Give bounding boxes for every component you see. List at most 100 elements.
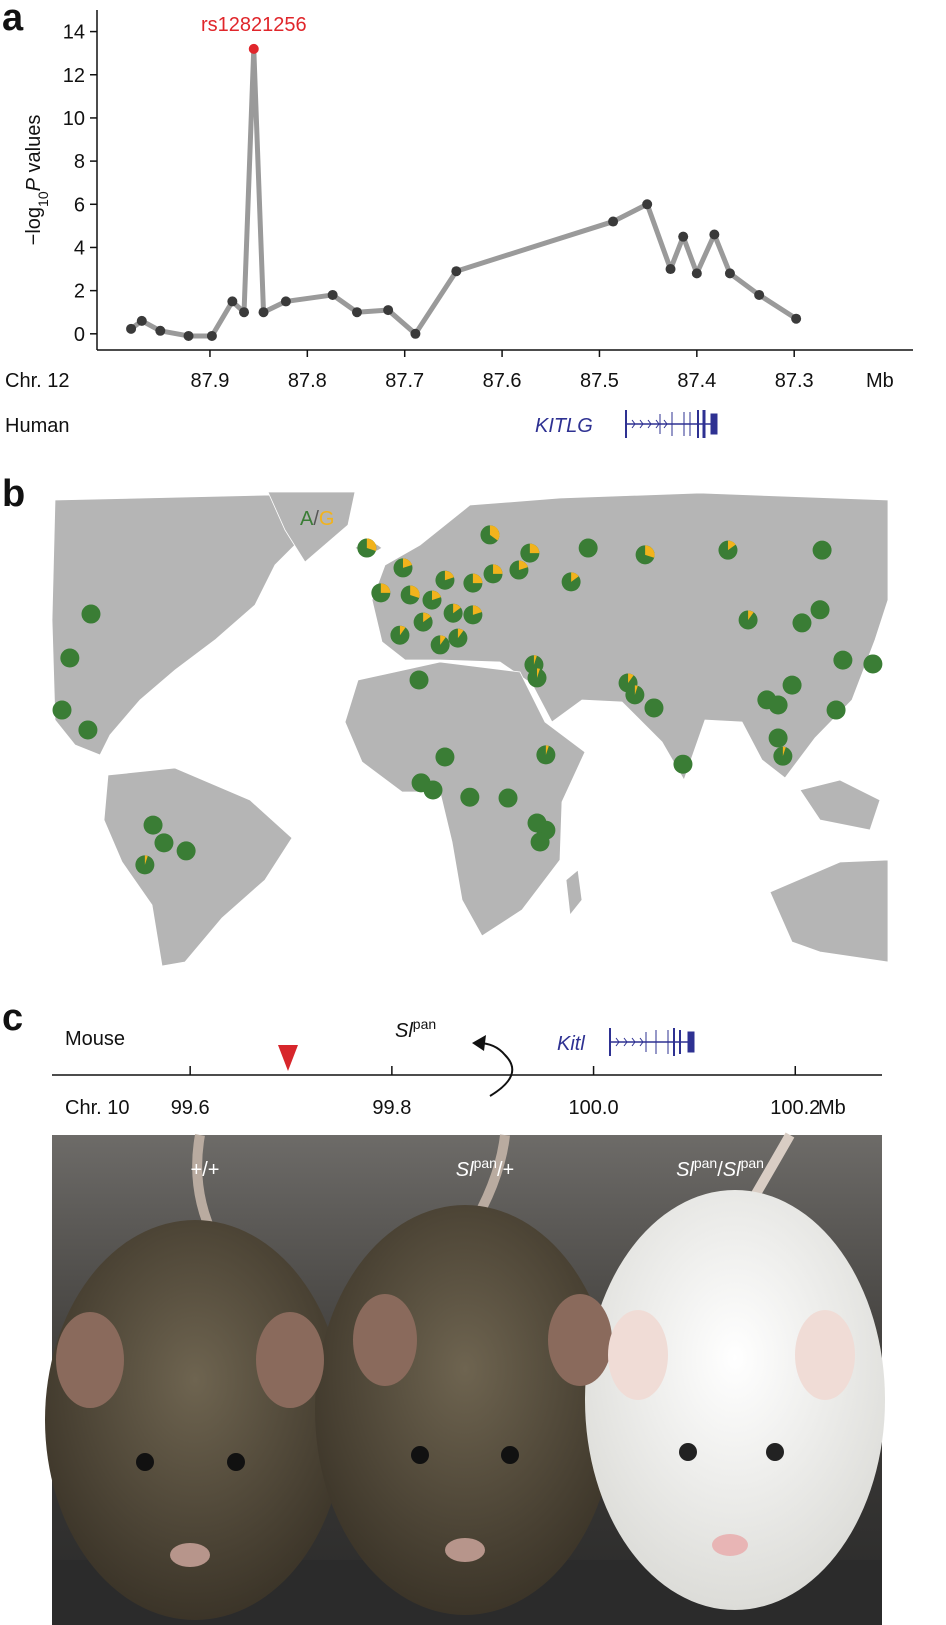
population-pie [792,613,812,633]
text-part: Sl [676,1159,694,1181]
data-point [451,266,462,277]
x-tick-label: 87.8 [288,370,327,392]
allele-g-wedge [489,525,500,541]
text-part: pan [413,1016,436,1032]
data-point [227,296,238,307]
allele-g-wedge [444,570,454,581]
allele-g-wedge [380,583,391,593]
population-pie [826,700,846,720]
data-point [724,268,735,279]
population-pie [460,787,480,807]
allele-g-wedge [366,538,377,551]
legend-part: G [319,508,335,530]
allele-g-wedge [431,590,442,601]
gene-label: KITLG [535,415,593,437]
panel-label: a [2,0,24,39]
text-part: / [717,1159,723,1181]
data-point [709,229,720,240]
allele-label: Slpan [395,1016,436,1042]
y-tick-label: 2 [74,281,85,303]
text-part: +/+ [191,1159,220,1181]
population-pie [154,833,174,853]
data-point [665,264,676,275]
x-tick-label: 87.3 [775,370,814,392]
data-point [248,43,259,54]
allele-g-wedge [453,603,461,614]
allele-g-wedge [645,545,655,558]
allele-g-wedge [493,564,503,574]
arrowhead [472,1035,486,1051]
y-axis-label: −log10P values [23,115,51,246]
data-point [410,328,421,339]
text-part: Sl [723,1159,741,1181]
x-tick-label: 99.8 [372,1097,411,1119]
population-pie [812,540,832,560]
population-pie [435,747,455,767]
population-pie [782,675,802,695]
data-point [126,323,137,334]
x-tick-label: 100.0 [569,1097,619,1119]
mouse-locus: Mouse Chr. 10 Mb Slpan Kitl 99.6 99.8 100.… [52,1016,882,1119]
genotype-label: Slpan/+ [456,1155,514,1181]
allele-g-wedge [403,558,413,568]
population-pie [81,604,101,624]
allele-g-wedge [537,668,540,678]
allele-g-wedge [748,610,754,620]
text-part: values [23,115,45,178]
genotype-label: Slpan/Slpan [676,1155,764,1181]
population-pie [423,780,443,800]
chromosome-label: Chr. 12 [5,370,69,392]
allele-g-wedge [628,673,634,683]
population-pie [768,728,788,748]
allele-g-wedge [423,612,431,623]
data-point [183,330,194,341]
data-point [791,313,802,324]
allele-g-wedge [472,605,482,615]
data-point [327,289,338,300]
genotype-label: +/+ [191,1159,220,1181]
y-tick-label: 10 [63,108,85,130]
text-part: pan [474,1155,497,1171]
allele-g-wedge [518,560,528,571]
data-point [754,289,765,300]
allele-g-wedge [529,543,540,554]
data-point [206,330,217,341]
x-tick-label: 99.6 [171,1097,210,1119]
allele-g-wedge [727,540,736,551]
world-map: A/G [51,491,889,967]
population-pie [176,841,196,861]
species-label: Mouse [65,1028,125,1050]
species-label: Human [5,415,69,437]
allele-g-wedge [144,855,148,865]
text-part: Sl [395,1020,413,1042]
chromosome-label: Chr. 10 [65,1097,129,1119]
data-point [239,307,250,318]
data-point [608,216,619,227]
y-tick-label: 4 [74,237,85,259]
allele-g-wedge [634,685,638,695]
arrow [477,1042,514,1097]
data-point [678,231,689,242]
population-pie [673,754,693,774]
mutation-marker [277,1045,298,1071]
x-unit: Mb [866,370,894,392]
land [51,491,889,967]
y-tick-label: 12 [63,65,85,87]
data-point [691,268,702,279]
text-part: −log [23,207,45,245]
population-pie [498,788,518,808]
legend-part: A [300,508,314,530]
text-part: 10 [35,191,51,207]
allele-g-wedge [457,628,464,639]
population-pie [78,720,98,740]
gene-model [625,410,718,438]
text-part: pan [694,1155,717,1171]
x-tick-label: 87.6 [483,370,522,392]
x-tick-label: 87.4 [677,370,716,392]
mouse-photo: +/+ Slpan/+ Slpan/Slpan [45,1132,885,1625]
allele-g-wedge [545,745,549,755]
population-pie [52,700,72,720]
population-pie [409,670,429,690]
text-part: Sl [456,1159,474,1181]
